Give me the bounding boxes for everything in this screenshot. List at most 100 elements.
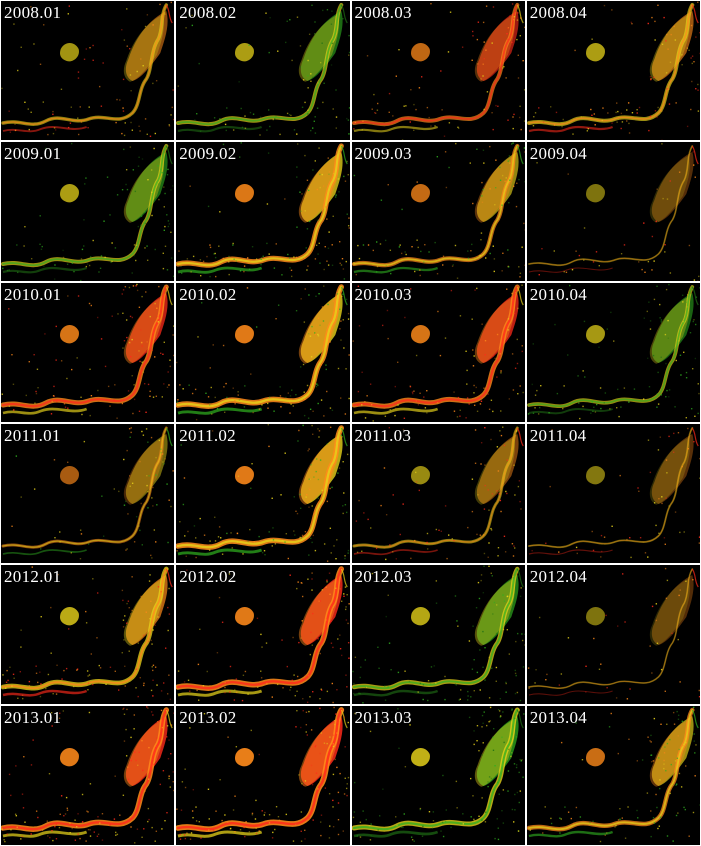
panel-date-label: 2012.02 bbox=[179, 567, 237, 586]
tributary-river bbox=[353, 266, 438, 274]
wetland-lobe-core bbox=[299, 578, 340, 646]
flood-extent-map bbox=[351, 142, 525, 279]
meander-river bbox=[691, 286, 699, 306]
flood-extent-map bbox=[176, 566, 350, 704]
main-river-core bbox=[352, 427, 518, 548]
map-panel: 2010.03 bbox=[351, 283, 525, 422]
map-panel: 2012.04 bbox=[526, 565, 700, 704]
wetland-lobe bbox=[651, 716, 694, 786]
tributary-river bbox=[528, 690, 613, 696]
flood-extent-map bbox=[1, 1, 175, 137]
lake bbox=[235, 325, 255, 344]
map-panel: 2012.03 bbox=[351, 565, 525, 704]
lake bbox=[410, 325, 430, 344]
main-river-core bbox=[177, 4, 343, 125]
panel-date-label: 2009.01 bbox=[4, 144, 62, 163]
tributary-river bbox=[353, 407, 438, 415]
panel-date-label: 2013.02 bbox=[179, 708, 237, 727]
main-river-core bbox=[528, 145, 693, 266]
lake bbox=[585, 466, 605, 485]
map-panel: 2013.02 bbox=[176, 706, 350, 845]
map-panel: 2010.02 bbox=[176, 283, 350, 422]
map-panel: 2012.01 bbox=[1, 565, 175, 704]
flood-extent-map bbox=[526, 1, 700, 140]
lake bbox=[235, 184, 255, 203]
flood-extent-map bbox=[176, 284, 350, 421]
lake bbox=[235, 466, 255, 485]
tributary-river bbox=[353, 125, 438, 133]
tributary-river bbox=[528, 549, 613, 555]
map-panel: 2009.04 bbox=[526, 142, 700, 281]
tributary-river bbox=[353, 830, 438, 838]
flood-extent-map bbox=[526, 706, 700, 843]
main-river-core bbox=[352, 568, 518, 690]
lake bbox=[59, 607, 79, 626]
flood-extent-map bbox=[176, 3, 350, 136]
wetland-lobe bbox=[651, 11, 694, 81]
wetland-lobe-core bbox=[299, 14, 340, 82]
map-panel: 2013.01 bbox=[1, 706, 175, 845]
lake bbox=[59, 466, 79, 485]
meander-river bbox=[341, 427, 349, 447]
panel-date-label: 2011.03 bbox=[354, 426, 412, 445]
panel-date-label: 2012.01 bbox=[4, 567, 62, 586]
meander-river bbox=[341, 568, 349, 588]
panel-date-label: 2009.02 bbox=[179, 144, 237, 163]
wetland-lobe bbox=[301, 716, 343, 786]
map-panel: 2008.02 bbox=[176, 1, 350, 140]
flood-extent-map bbox=[1, 426, 174, 560]
wetland-lobe-core bbox=[649, 719, 690, 787]
wetland-lobe-core bbox=[123, 578, 164, 646]
meander-river bbox=[516, 4, 524, 24]
tributary-river bbox=[528, 408, 613, 415]
flood-extent-map bbox=[351, 565, 525, 704]
meander-river bbox=[165, 4, 173, 24]
wetland-lobe-core bbox=[299, 155, 340, 223]
wetland-lobe-core bbox=[474, 14, 515, 82]
meander-river bbox=[165, 145, 173, 165]
map-panel: 2012.02 bbox=[176, 565, 350, 704]
tributary-river bbox=[353, 689, 438, 697]
meander-river bbox=[341, 286, 349, 306]
panel-date-label: 2011.01 bbox=[4, 426, 61, 445]
wetland-lobe-core bbox=[474, 719, 515, 787]
map-panel: 2011.04 bbox=[526, 424, 700, 563]
wetland-lobe-core bbox=[649, 578, 690, 646]
wetland-lobe-core bbox=[649, 296, 690, 364]
map-panel: 2013.04 bbox=[526, 706, 700, 845]
meander-river bbox=[516, 427, 524, 447]
main-river-core bbox=[1, 568, 168, 690]
panel-date-label: 2009.03 bbox=[354, 144, 412, 163]
tributary-river bbox=[177, 407, 263, 415]
main-river-core bbox=[528, 568, 693, 689]
wetland-lobe bbox=[301, 293, 343, 363]
meander-river bbox=[691, 568, 699, 588]
wetland-lobe bbox=[301, 11, 343, 81]
lake bbox=[585, 43, 605, 62]
wetland-lobe bbox=[125, 11, 168, 81]
flood-extent-map bbox=[1, 706, 175, 844]
meander-river bbox=[516, 709, 524, 729]
panel-date-label: 2011.02 bbox=[179, 426, 236, 445]
flood-extent-map bbox=[1, 566, 175, 700]
lake bbox=[410, 466, 430, 485]
main-river-core bbox=[177, 426, 343, 549]
lake bbox=[585, 607, 605, 626]
map-panel: 2011.03 bbox=[351, 424, 525, 563]
main-river-core bbox=[528, 427, 693, 548]
flood-extent-map bbox=[351, 284, 524, 422]
wetland-lobe-core bbox=[299, 296, 340, 364]
map-panel: 2008.03 bbox=[351, 1, 525, 140]
main-river bbox=[527, 145, 693, 267]
main-river-core bbox=[527, 286, 693, 407]
tributary-river bbox=[177, 266, 263, 274]
panel-date-label: 2013.01 bbox=[4, 708, 62, 727]
lake bbox=[59, 748, 79, 767]
flood-extent-map bbox=[176, 706, 350, 842]
panel-date-label: 2009.04 bbox=[529, 144, 588, 163]
tributary-river bbox=[177, 548, 263, 556]
wetland-lobe-core bbox=[649, 437, 690, 505]
flood-extent-map bbox=[351, 3, 525, 140]
map-panel: 2009.02 bbox=[176, 142, 350, 281]
meander-river bbox=[165, 427, 173, 447]
